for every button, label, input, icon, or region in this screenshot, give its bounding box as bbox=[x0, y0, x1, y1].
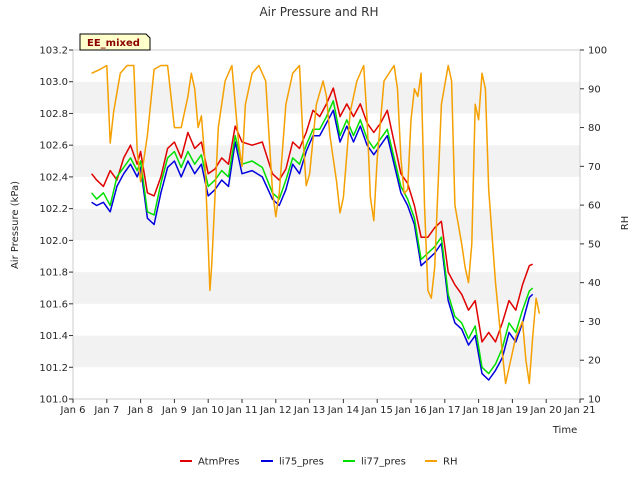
y-axis-left-label: Air Pressure (kPa) bbox=[10, 181, 21, 269]
grid-band bbox=[73, 303, 580, 336]
y-left-tick-label: 102.2 bbox=[39, 204, 68, 215]
grid-band bbox=[73, 240, 580, 273]
x-tick-label: Jan 13 bbox=[293, 405, 325, 416]
y-left-tick-label: 103.2 bbox=[39, 46, 68, 57]
y-left-tick-label: 102.8 bbox=[39, 109, 68, 120]
y-axis-left: 101.0 101.2 101.4 101.6 101.8 102.0 102.2 102.4… bbox=[39, 46, 73, 406]
legend: AtmPres li75_pres li77_pres RH bbox=[180, 457, 457, 468]
x-tick-label: Jan 16 bbox=[394, 405, 426, 416]
badge: EE_mixed bbox=[79, 33, 151, 51]
y-right-tick-label: 10 bbox=[588, 395, 601, 406]
y-left-tick-label: 102.4 bbox=[39, 172, 68, 183]
grid-band bbox=[73, 367, 580, 399]
y-left-tick-label: 101.4 bbox=[39, 331, 68, 342]
y-left-tick-label: 102.0 bbox=[39, 236, 68, 247]
x-tick-label: Jan 14 bbox=[327, 405, 359, 416]
y-right-tick-label: 90 bbox=[588, 84, 601, 95]
series-line-li77-pres bbox=[91, 100, 534, 375]
y-left-tick-label: 102.6 bbox=[39, 141, 68, 152]
x-axis: Jan 6 Jan 7 Jan 8 Jan 9 Jan 10 Jan 11 Jan 12 Ja… bbox=[60, 399, 596, 416]
x-tick-label: Jan 12 bbox=[259, 405, 291, 416]
x-tick-label: Jan 21 bbox=[563, 405, 595, 416]
x-tick-label: Jan 17 bbox=[428, 405, 460, 416]
y-axis-right-label: RH bbox=[620, 216, 631, 230]
x-tick-label: Jan 11 bbox=[225, 405, 257, 416]
x-tick-label: Jan 15 bbox=[361, 405, 393, 416]
legend-label: li77_pres bbox=[361, 457, 406, 468]
y-right-tick-label: 80 bbox=[588, 123, 601, 134]
y-right-tick-label: 50 bbox=[588, 239, 601, 250]
y-right-tick-label: 40 bbox=[588, 278, 601, 289]
y-right-tick-label: 70 bbox=[588, 162, 601, 173]
chart-title: Air Pressure and RH bbox=[259, 5, 378, 19]
series-layer bbox=[91, 64, 541, 385]
grid-band bbox=[73, 208, 580, 241]
y-right-tick-label: 100 bbox=[588, 46, 607, 57]
x-tick-label: Jan 18 bbox=[462, 405, 494, 416]
series-line-rh bbox=[91, 64, 541, 385]
grid-band bbox=[73, 176, 580, 209]
x-tick-label: Jan 6 bbox=[60, 405, 86, 416]
y-right-tick-label: 30 bbox=[588, 317, 601, 328]
x-tick-label: Jan 7 bbox=[93, 405, 119, 416]
x-tick-label: Jan 8 bbox=[127, 405, 153, 416]
badge-label: EE_mixed bbox=[87, 38, 140, 49]
x-axis-label: Time bbox=[552, 425, 577, 436]
grid-band bbox=[73, 145, 580, 177]
y-left-tick-label: 101.6 bbox=[39, 299, 68, 310]
badge-box bbox=[79, 33, 151, 51]
grid-band bbox=[73, 50, 580, 82]
x-tick-label: Jan 9 bbox=[161, 405, 187, 416]
legend-label: RH bbox=[443, 457, 457, 468]
x-tick-label: Jan 10 bbox=[192, 405, 224, 416]
y-left-tick-label: 103.0 bbox=[39, 77, 68, 88]
y-left-tick-label: 101.8 bbox=[39, 268, 68, 279]
series-line-li75-pres bbox=[91, 109, 534, 381]
y-left-tick-label: 101.0 bbox=[39, 395, 68, 406]
series-line-atmpres bbox=[91, 87, 534, 343]
legend-label: AtmPres bbox=[198, 457, 239, 468]
y-left-tick-label: 101.2 bbox=[39, 363, 68, 374]
y-right-tick-label: 20 bbox=[588, 356, 601, 367]
grid-band bbox=[73, 272, 580, 304]
x-tick-label: Jan 20 bbox=[530, 405, 562, 416]
legend-label: li75_pres bbox=[279, 457, 324, 468]
grid-band bbox=[73, 113, 580, 146]
y-axis-right: 10 20 30 40 50 60 70 80 90 100 bbox=[580, 46, 607, 406]
plot-frame bbox=[72, 49, 581, 400]
x-tick-label: Jan 19 bbox=[496, 405, 528, 416]
y-right-tick-label: 60 bbox=[588, 201, 601, 212]
